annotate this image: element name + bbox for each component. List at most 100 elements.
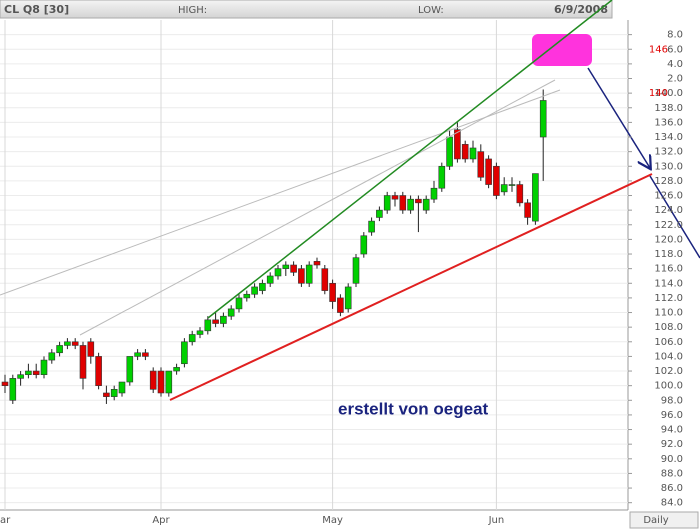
candle-body	[329, 282, 336, 302]
arrow	[649, 175, 700, 259]
candle-body	[220, 315, 227, 324]
y-tick-label: 92.0	[661, 439, 683, 450]
candle-body	[516, 184, 524, 204]
target-zone	[532, 34, 592, 66]
x-tick-label: Apr	[152, 515, 170, 526]
period-box	[629, 511, 699, 529]
candle-body	[454, 129, 461, 160]
candle-body	[430, 187, 438, 200]
x-tick-label: ar	[0, 515, 11, 526]
candle-body	[461, 144, 469, 160]
candle-body	[188, 334, 196, 343]
candle-body	[360, 235, 368, 255]
candle-body	[282, 264, 290, 269]
candle-body	[399, 195, 407, 211]
y-tick-label: 134.0	[654, 132, 683, 143]
candle-body	[305, 264, 313, 284]
candle-body	[95, 356, 102, 386]
y-tick-label: 4.0	[667, 59, 683, 70]
candle-body	[438, 165, 446, 189]
y-tick-label: 6.0	[667, 44, 683, 55]
candle-body	[532, 173, 539, 222]
candle-body	[493, 165, 500, 196]
y-tick-label: 8.0	[667, 30, 683, 41]
candle-body	[87, 341, 95, 357]
price-marker: 146	[649, 44, 668, 55]
gray-trendline	[0, 89, 561, 296]
candle-body	[196, 330, 204, 335]
candle-body	[485, 158, 492, 185]
y-tick-label: 98.0	[661, 395, 683, 406]
arrow	[587, 67, 650, 168]
date: 6/9/2008	[554, 3, 608, 16]
y-tick-label: 100.0	[654, 381, 683, 392]
y-tick-label: 102.0	[654, 366, 683, 377]
y-tick-label: 86.0	[661, 483, 683, 494]
candle-body	[469, 147, 477, 160]
y-tick-label: 130.0	[654, 161, 683, 172]
candle-body	[118, 381, 126, 394]
candle-body	[103, 392, 110, 397]
candle-body	[25, 370, 32, 376]
y-tick-label: 106.0	[654, 337, 683, 348]
candle-body	[274, 268, 282, 277]
y-tick-label: 2.0	[667, 74, 683, 85]
candle-body	[110, 389, 118, 397]
candle-body	[407, 198, 414, 211]
candle-body	[134, 352, 141, 357]
candle-body	[251, 286, 258, 295]
candle-body	[142, 352, 149, 357]
candle-body	[376, 209, 383, 218]
candle-body	[157, 370, 165, 394]
candle-body	[17, 374, 24, 379]
y-tick-label: 118.0	[654, 249, 683, 260]
candle-body	[1, 381, 9, 386]
y-tick-label: 110.0	[654, 308, 683, 319]
y-tick-label: 122.0	[654, 220, 683, 231]
candle-body	[524, 202, 531, 218]
candle-body	[40, 359, 48, 376]
candle-body	[173, 367, 180, 372]
high-label: HIGH:	[178, 5, 207, 16]
candle-body	[337, 297, 344, 313]
candle-body	[56, 345, 63, 354]
y-tick-label: 104.0	[654, 351, 683, 362]
x-tick-label: May	[322, 515, 343, 526]
candle-body	[415, 198, 422, 204]
candle-body	[446, 136, 453, 167]
candle-body	[298, 268, 305, 284]
candle-body	[259, 282, 266, 291]
price-marker: 140	[649, 88, 668, 99]
y-tick-label: 112.0	[654, 293, 683, 304]
candle-body	[165, 370, 173, 394]
y-tick-label: 140.0	[654, 88, 683, 99]
y-tick-label: 132.0	[654, 147, 683, 158]
y-tick-label: 136.0	[654, 117, 683, 128]
candle-body	[368, 220, 375, 233]
candle-body	[422, 198, 430, 211]
y-tick-label: 138.0	[654, 103, 683, 114]
candle-body	[149, 370, 157, 390]
period: Daily	[643, 515, 668, 526]
candle-body	[321, 268, 329, 291]
candle-body	[235, 297, 243, 310]
candle-body	[204, 319, 212, 332]
candle-body	[508, 184, 516, 186]
gray-trendline	[79, 79, 556, 336]
candle-body	[539, 100, 547, 138]
candle-body	[64, 341, 71, 346]
x-tick-label: Jun	[488, 515, 505, 526]
candle-body	[126, 356, 134, 383]
candle-body	[79, 345, 87, 379]
candle-body	[227, 308, 235, 317]
candle-body	[477, 151, 485, 178]
low-label: LOW:	[418, 5, 444, 16]
y-tick-label: 88.0	[661, 468, 683, 479]
y-tick-label: 94.0	[661, 425, 683, 436]
y-tick-label: 128.0	[654, 176, 683, 187]
candle-body	[290, 264, 297, 273]
candle-body	[266, 275, 274, 284]
candle-body	[243, 293, 251, 299]
y-tick-label: 120.0	[654, 234, 683, 245]
